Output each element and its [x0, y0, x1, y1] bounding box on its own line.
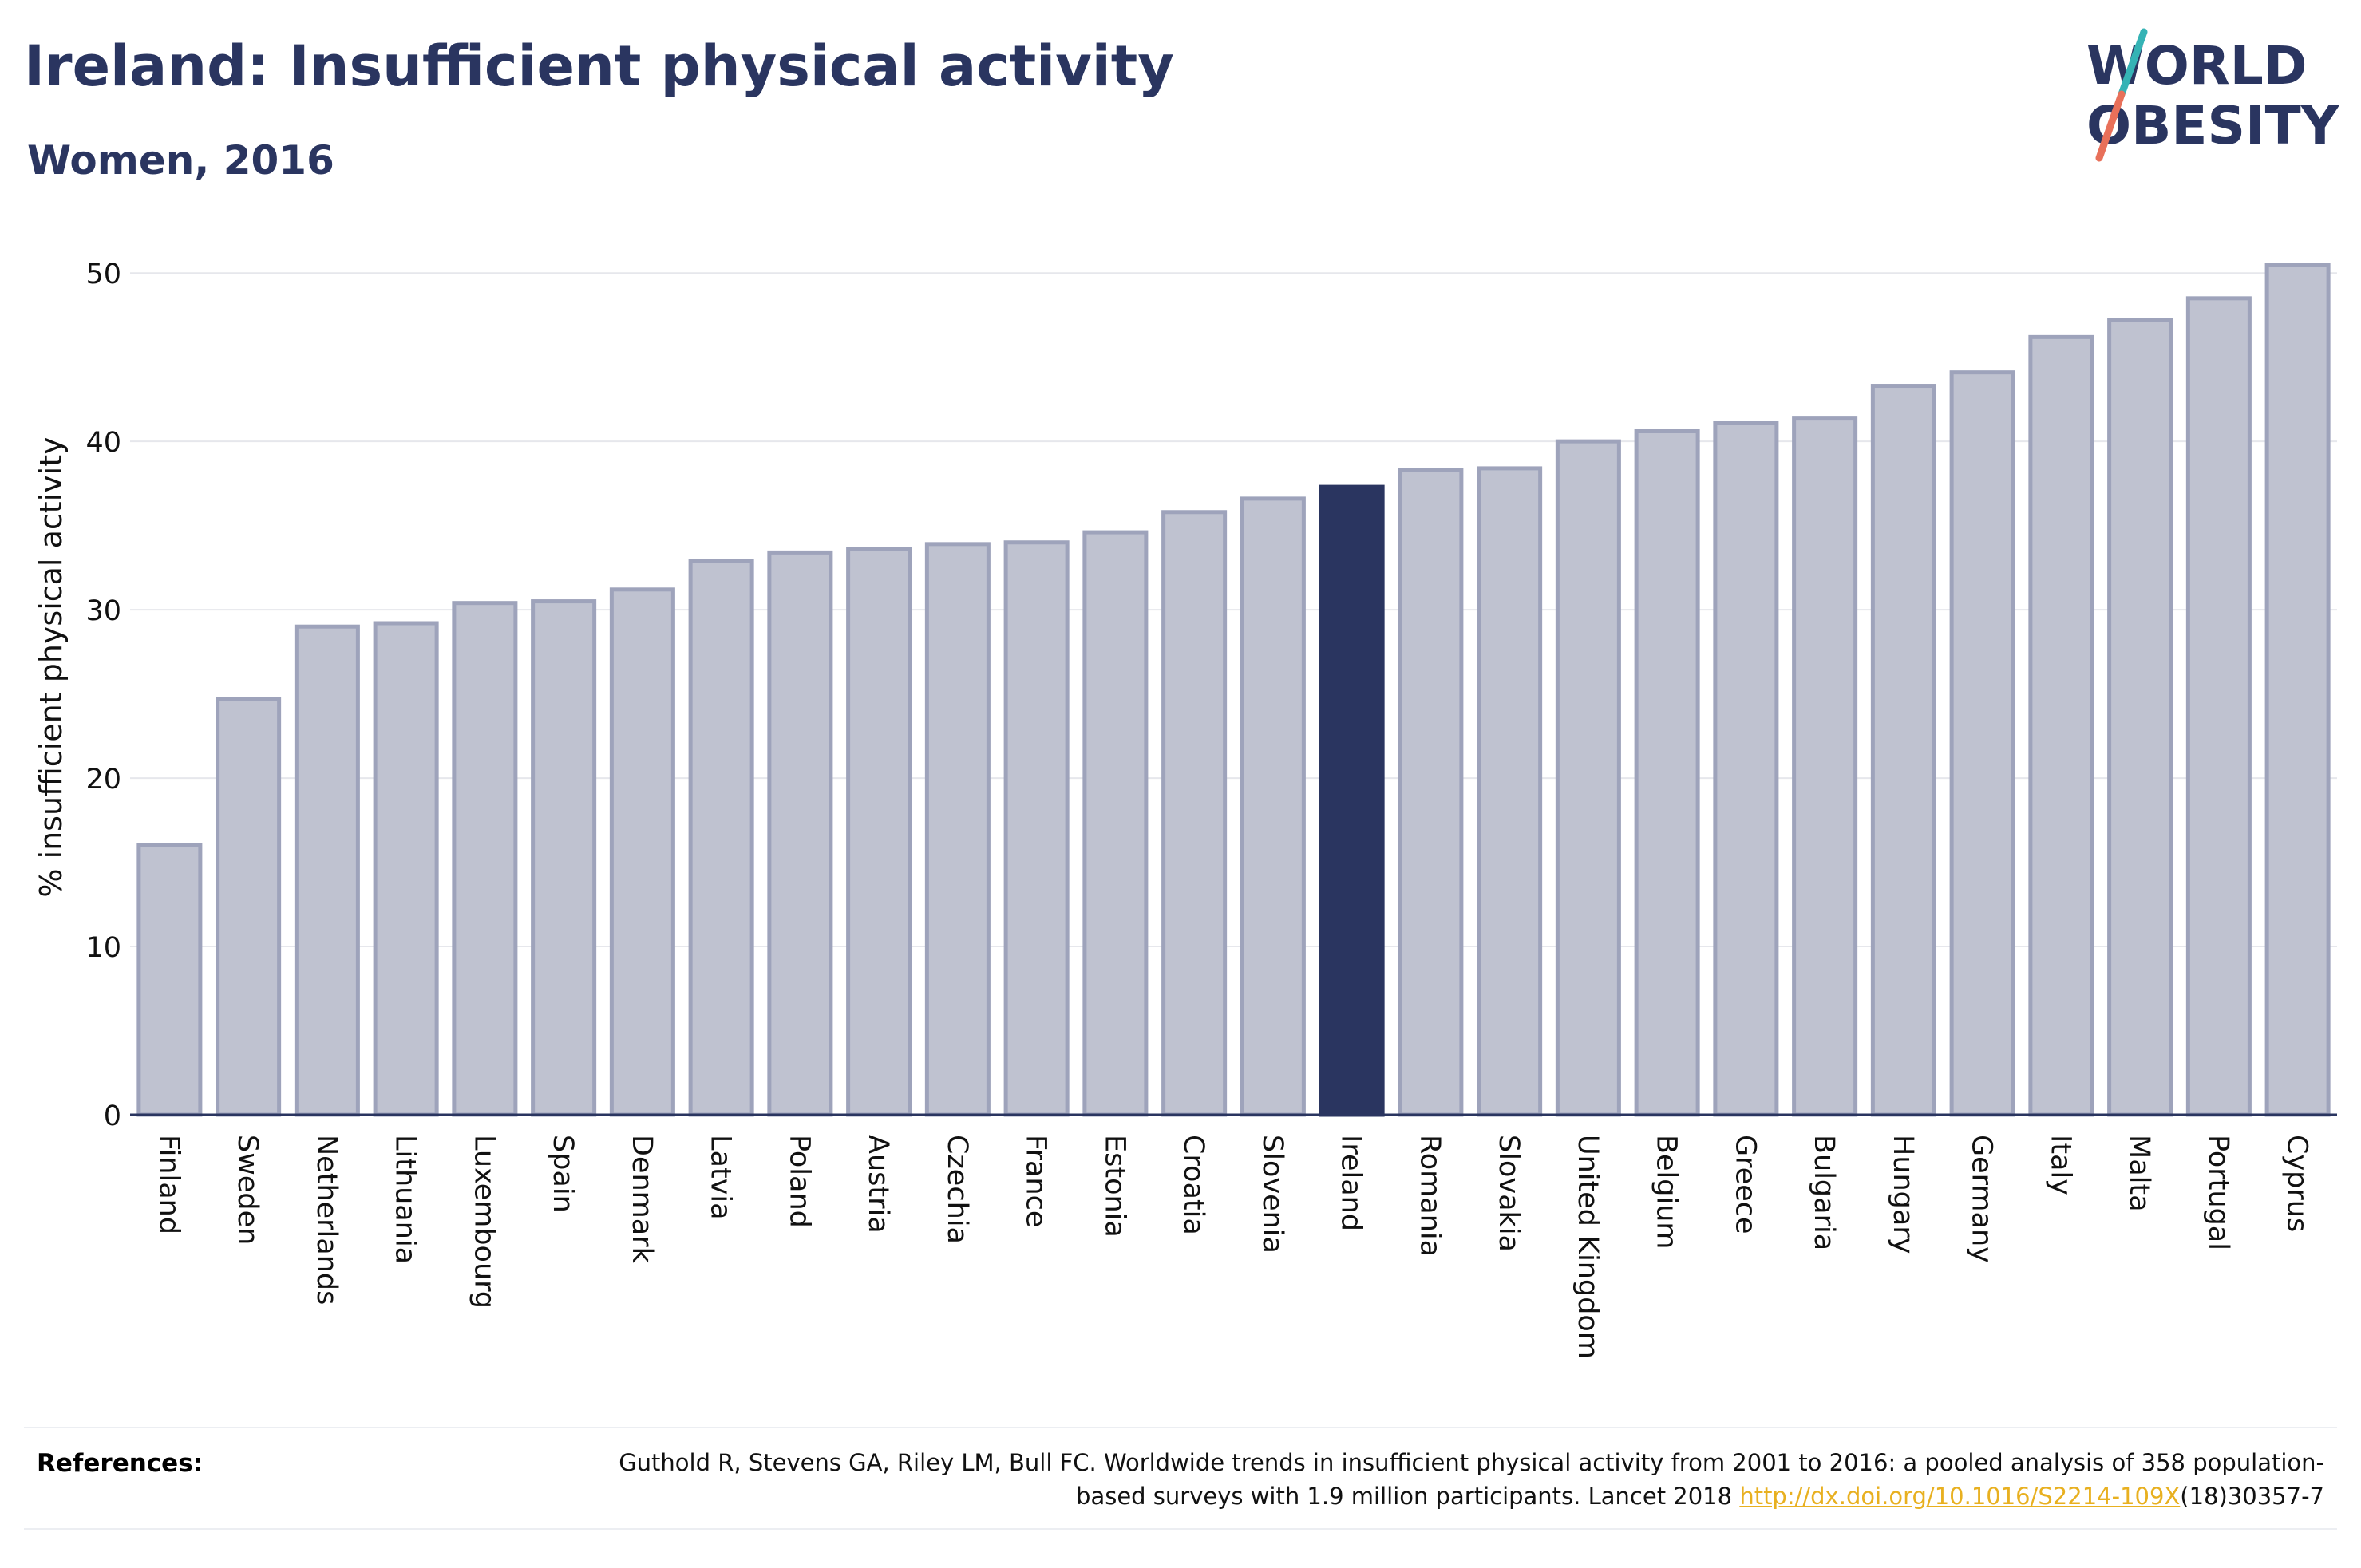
- x-tick-label: Greece: [1729, 1135, 1761, 1234]
- bar-ireland: [1319, 484, 1385, 1117]
- bar-france: [1003, 540, 1070, 1117]
- x-tick-label: Luxembourg: [468, 1135, 500, 1309]
- references-text: Guthold R, Stevens GA, Riley LM, Bull FC…: [584, 1446, 2324, 1513]
- y-tick-label: 50: [85, 259, 121, 290]
- y-tick-label: 40: [85, 427, 121, 459]
- bar-greece: [1713, 421, 1779, 1117]
- x-tick-label: Latvia: [705, 1135, 737, 1220]
- logo-slash-top: [2118, 28, 2148, 98]
- x-tick-label: Sweden: [231, 1135, 263, 1245]
- bar-sweden: [216, 697, 282, 1117]
- bar-romania: [1398, 468, 1464, 1117]
- x-tick-label: Bulgaria: [1808, 1135, 1840, 1250]
- x-tick-label: Netherlands: [310, 1135, 342, 1305]
- bar-netherlands: [294, 624, 360, 1117]
- x-tick-label: Portugal: [2202, 1135, 2234, 1250]
- bar-denmark: [609, 587, 675, 1117]
- bar-czechia: [924, 542, 991, 1117]
- x-tick-label: Germany: [1966, 1135, 1998, 1263]
- reference-citation: Guthold R, Stevens GA, Riley LM, Bull FC…: [619, 1449, 2324, 1510]
- x-tick-label: Romania: [1414, 1135, 1445, 1257]
- bar-estonia: [1082, 530, 1149, 1117]
- x-tick-label: Lithuania: [390, 1135, 421, 1264]
- reference-citation-end: (18)30357-7: [2180, 1483, 2324, 1510]
- x-tick-label: Austria: [862, 1135, 894, 1234]
- reference-doi-link[interactable]: http://dx.doi.org/10.1016/S2214-109X: [1739, 1483, 2181, 1510]
- bar-united-kingdom: [1555, 439, 1621, 1117]
- x-tick-label: Czechia: [941, 1135, 973, 1244]
- bar-malta: [2107, 318, 2173, 1117]
- bar-austria: [846, 547, 912, 1117]
- y-tick-labels: 0 10 20 30 40 50: [85, 259, 121, 1132]
- x-tick-label: Ireland: [1335, 1135, 1367, 1231]
- bar-spain: [531, 599, 597, 1117]
- y-axis-label: % insufficient physical activity: [34, 436, 69, 897]
- bar-bulgaria: [1792, 416, 1858, 1117]
- bar-cyprus: [2264, 263, 2331, 1117]
- x-tick-label: Belgium: [1651, 1135, 1683, 1250]
- x-tick-label: Slovakia: [1493, 1135, 1525, 1252]
- bar-chart: 0 10 20 30 40 50 Finland Sweden Netherlands Lith…: [34, 259, 2337, 1359]
- x-tick-label: Italy: [2044, 1135, 2076, 1195]
- y-tick-label: 0: [104, 1100, 121, 1132]
- references-section: References: Guthold R, Stevens GA, Riley…: [24, 1427, 2337, 1530]
- x-tick-label: Slovenia: [1256, 1135, 1288, 1254]
- y-tick-label: 20: [85, 764, 121, 796]
- references-label: References:: [37, 1449, 204, 1478]
- chart-title: Ireland: Insufficient physical activity: [24, 34, 1174, 99]
- bar-poland: [767, 550, 833, 1117]
- bars: [136, 263, 2331, 1117]
- x-tick-label: Finland: [152, 1135, 184, 1234]
- svg-text:OBESITY: OBESITY: [2086, 95, 2340, 156]
- world-obesity-logo: WORLD OBESITY: [2086, 28, 2340, 162]
- chart-subtitle: Women, 2016: [27, 137, 334, 184]
- x-tick-label: France: [1020, 1135, 1052, 1227]
- x-tick-labels: Finland Sweden Netherlands Lithuania Luxembo…: [152, 1135, 2312, 1359]
- bar-lithuania: [373, 621, 439, 1117]
- x-tick-label: Malta: [2123, 1135, 2155, 1212]
- x-tick-label: United Kingdom: [1572, 1135, 1604, 1359]
- x-tick-label: Cyprus: [2281, 1135, 2313, 1232]
- bar-latvia: [688, 559, 754, 1117]
- y-tick-label: 10: [85, 932, 121, 964]
- x-tick-label: Poland: [783, 1135, 815, 1228]
- x-tick-label: Spain: [547, 1135, 579, 1213]
- bar-portugal: [2185, 296, 2252, 1117]
- bar-luxembourg: [452, 601, 518, 1117]
- x-tick-label: Estonia: [1098, 1135, 1130, 1238]
- x-tick-label: Croatia: [1177, 1135, 1209, 1235]
- x-tick-label: Hungary: [1887, 1135, 1919, 1254]
- bar-slovakia: [1477, 466, 1543, 1117]
- bar-italy: [2028, 334, 2094, 1117]
- bar-finland: [136, 843, 203, 1117]
- y-tick-label: 30: [85, 595, 121, 627]
- bar-belgium: [1634, 429, 1700, 1117]
- bar-germany: [1949, 370, 2015, 1117]
- bar-slovenia: [1240, 496, 1306, 1117]
- logo-slash-bottom: [2095, 90, 2126, 162]
- x-tick-label: Denmark: [626, 1135, 658, 1264]
- bar-croatia: [1161, 510, 1228, 1117]
- bar-hungary: [1870, 384, 1936, 1117]
